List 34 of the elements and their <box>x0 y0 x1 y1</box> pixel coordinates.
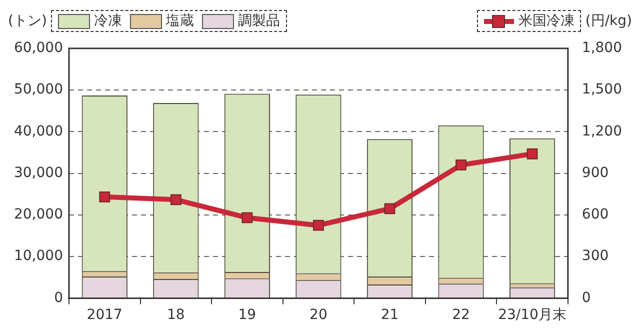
point <box>99 191 110 202</box>
y2-tick-label: 1,500 <box>582 82 622 98</box>
y-tick-label: 20,000 <box>14 206 63 223</box>
x-tick-label: 19 <box>238 307 256 324</box>
y2-tick-label: 1,200 <box>582 123 622 140</box>
point <box>384 203 396 214</box>
y2-tick-label: 0 <box>582 290 591 306</box>
x-tick-label: 2017 <box>86 307 122 324</box>
y-tick-label: 0 <box>54 290 63 306</box>
y-tick-label: 50,000 <box>14 82 63 98</box>
y2-axis-title: (円/kg) <box>585 12 632 30</box>
point <box>526 148 538 160</box>
x-tick-label: 23/10月末 <box>498 307 566 324</box>
point <box>242 212 253 224</box>
point <box>313 220 324 231</box>
y2-tick-label: 300 <box>582 248 609 264</box>
point <box>456 160 466 170</box>
y-tick-label: 30,000 <box>14 164 63 181</box>
y-tick-label: 60,000 <box>14 40 63 56</box>
y2-tick-label: 600 <box>582 206 609 223</box>
legend-label: 米国冷凍 <box>518 12 574 30</box>
x-tick-label: 21 <box>380 307 399 324</box>
y-axis-title: (トン) <box>8 12 47 30</box>
legend-label: 冷凍 <box>94 12 122 30</box>
legend-label: 塩蔵 <box>166 12 194 30</box>
point <box>170 194 182 206</box>
y-tick-label: 10,000 <box>14 248 63 264</box>
legend-label: 調製品 <box>238 12 280 30</box>
y2-tick-label: 900 <box>582 164 609 181</box>
x-tick-label: 22 <box>452 307 470 324</box>
x-tick-label: 18 <box>166 307 185 324</box>
y2-tick-label: 1,800 <box>582 40 622 56</box>
x-tick-label: 20 <box>310 307 328 324</box>
y-tick-label: 40,000 <box>14 123 63 140</box>
